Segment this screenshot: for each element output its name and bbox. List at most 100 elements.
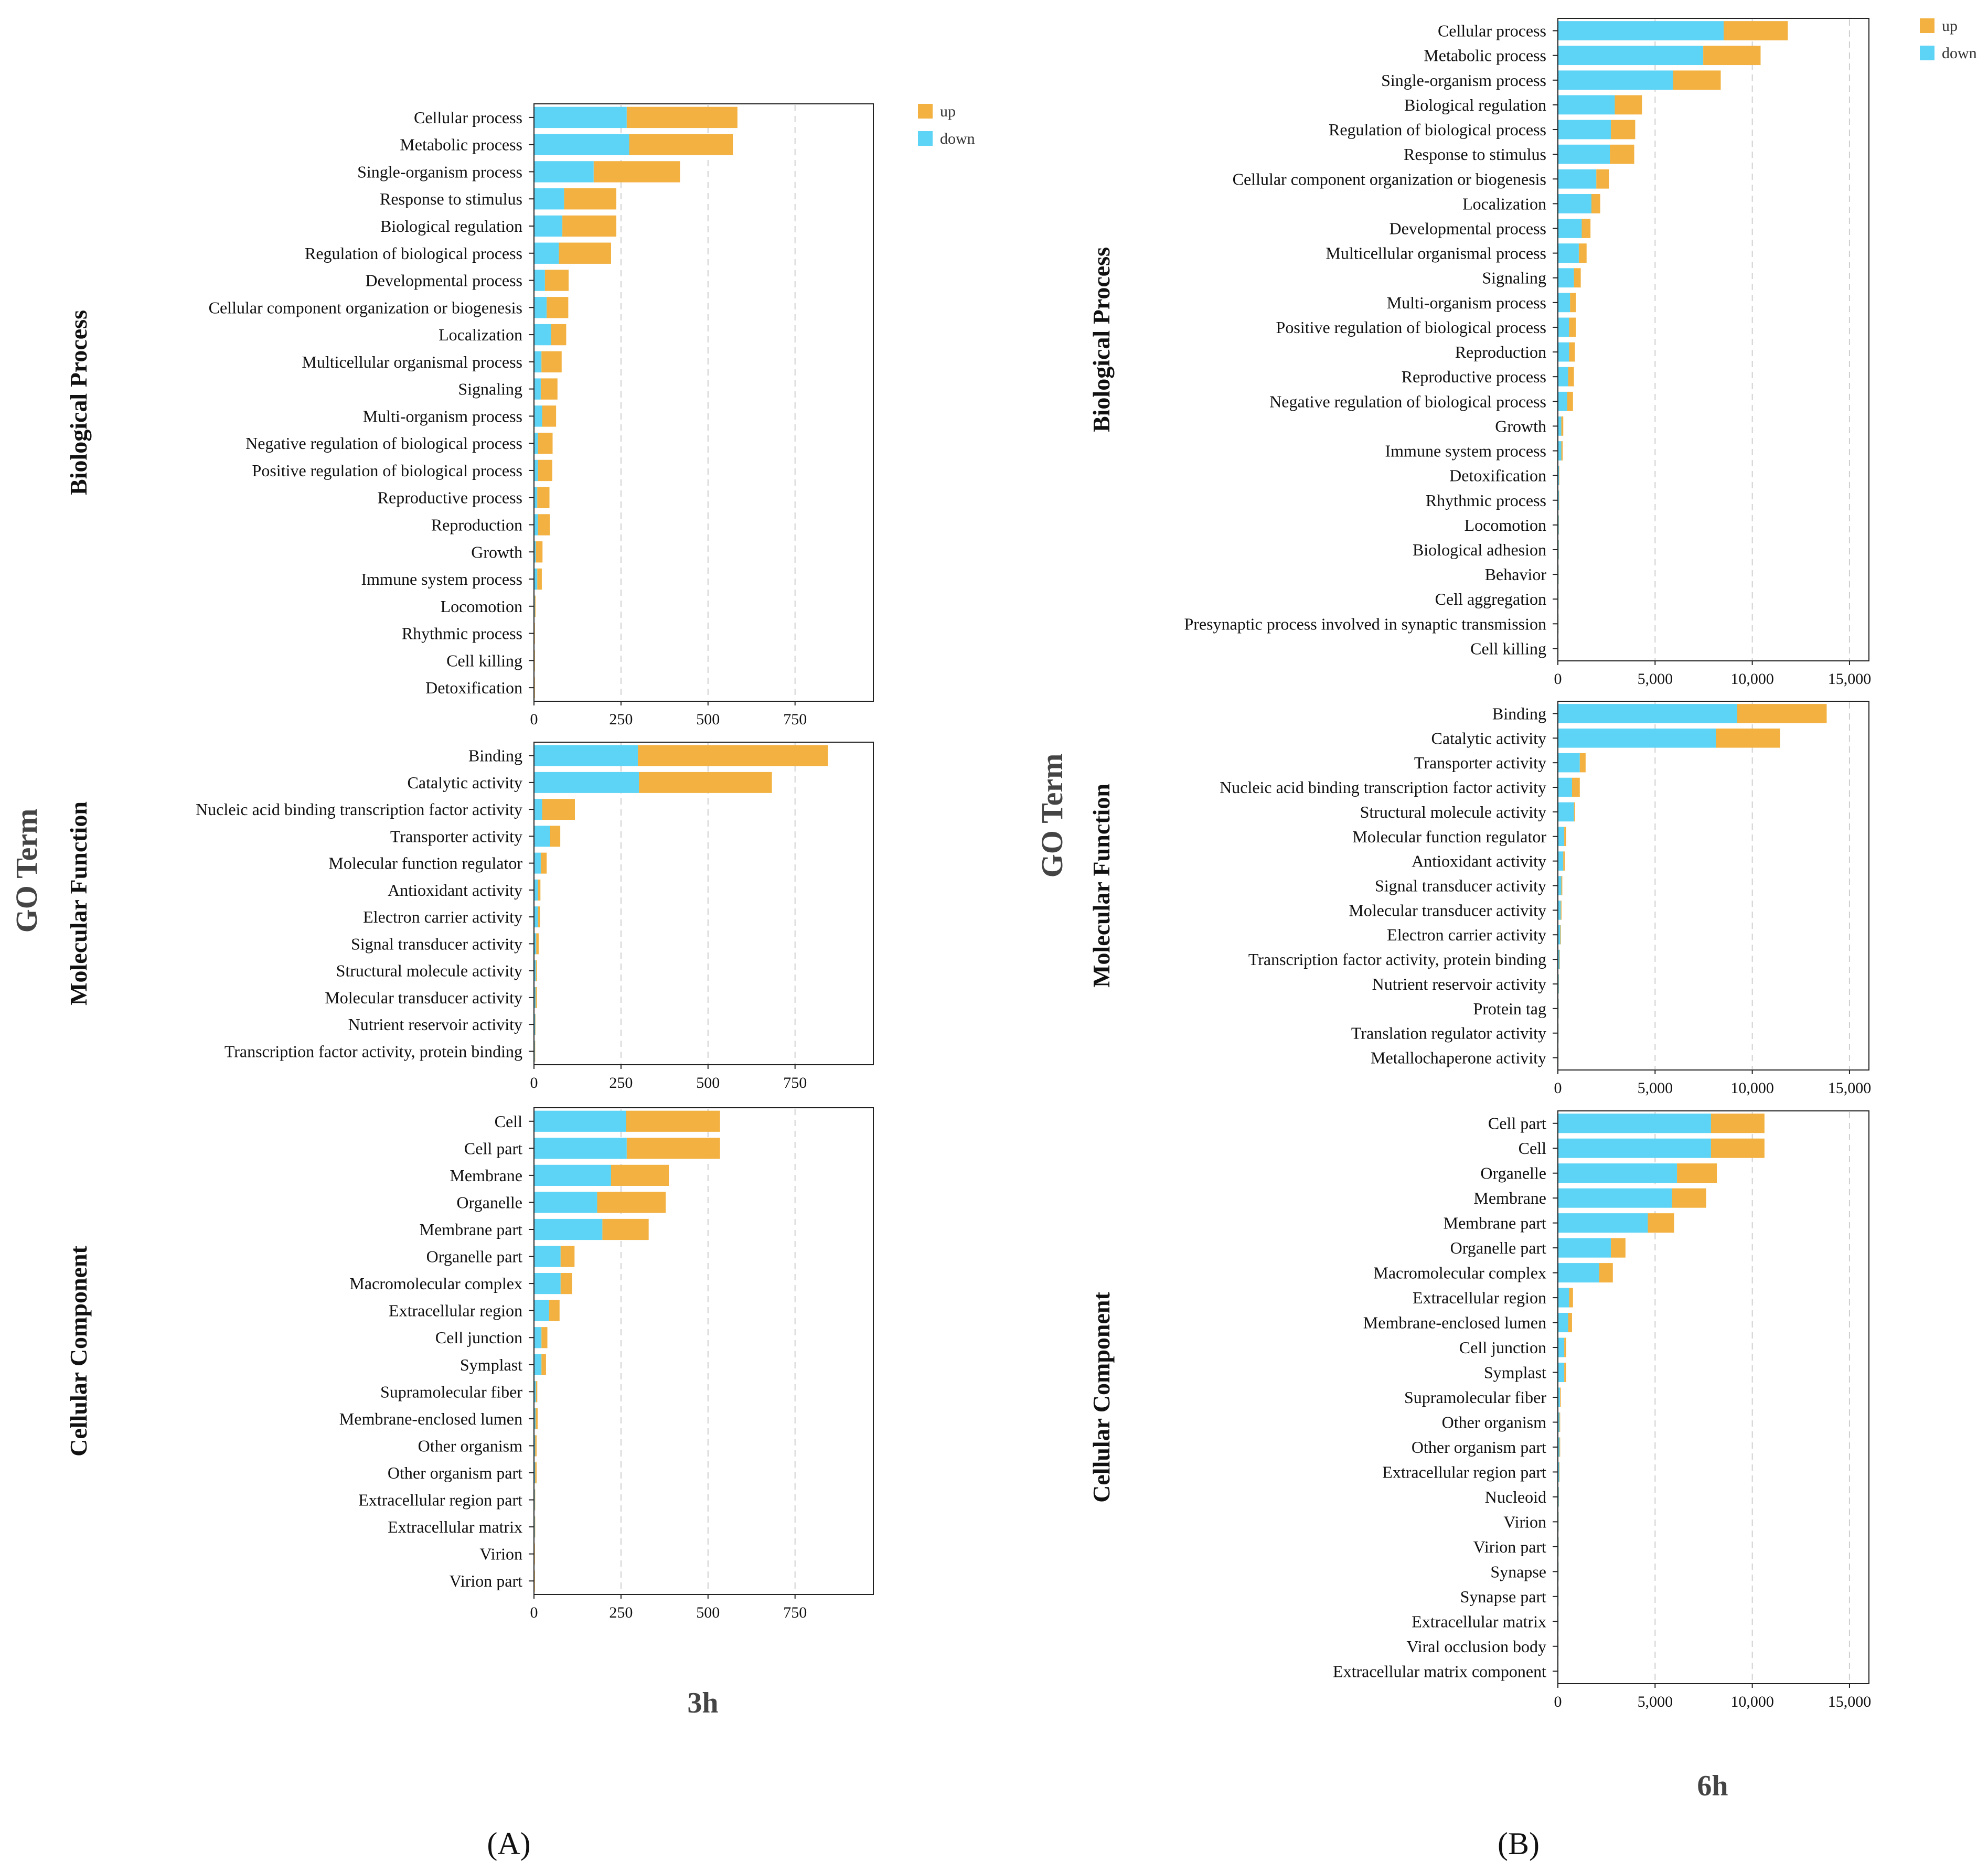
category-label: Developmental process — [366, 271, 522, 290]
bar-up — [540, 852, 547, 874]
bar-down — [535, 879, 538, 901]
legend: up down — [1920, 17, 1977, 62]
bar-down — [535, 134, 629, 155]
bar-down — [1558, 753, 1580, 773]
bar-down — [535, 378, 541, 400]
bar-down — [1558, 1313, 1568, 1333]
bar-up — [536, 541, 543, 563]
x-tick-label: 750 — [783, 711, 807, 728]
bar-up — [1703, 46, 1761, 66]
bar-down — [1558, 1238, 1611, 1258]
legend-label-down: down — [940, 130, 975, 147]
category-label: Cellular process — [414, 108, 522, 127]
category-label: Cell part — [1488, 1114, 1546, 1133]
category-label: Rhythmic process — [402, 624, 522, 643]
x-tick-label: 500 — [696, 1604, 720, 1621]
x-tick-label: 15,000 — [1828, 1079, 1872, 1097]
x-tick-label: 5,000 — [1638, 670, 1673, 688]
bar-down — [1558, 515, 1559, 535]
bar-up — [1611, 120, 1636, 140]
bar-up — [1568, 367, 1574, 387]
panel-letter: (B) — [1498, 1826, 1540, 1861]
bar-down — [1558, 1263, 1599, 1283]
category-label: Extracellular matrix — [388, 1517, 522, 1536]
bar-down — [535, 459, 538, 481]
category-label: Detoxification — [1449, 466, 1546, 485]
bar-down — [535, 852, 541, 874]
category-label: Response to stimulus — [380, 189, 522, 208]
section-molecular-function: 0 5,000 10,000 15,000 Molecular Function Bind… — [1088, 701, 1871, 1097]
category-label: Antioxidant activity — [388, 881, 522, 900]
category-label: Structural molecule activity — [1360, 802, 1546, 821]
category-label: Viral occlusion body — [1407, 1637, 1546, 1656]
bar-down — [535, 324, 551, 346]
bar-up — [551, 324, 567, 346]
bar-down — [535, 1246, 561, 1267]
go-term-axis-title: GO Term — [1035, 754, 1069, 878]
section-biological-process: 0 5,000 10,000 15,000 Biological Process Cell… — [1088, 18, 1871, 688]
bar-up — [538, 459, 552, 481]
category-label: Cell junction — [1459, 1338, 1546, 1357]
bar-up — [536, 960, 537, 981]
bar-down — [535, 1273, 561, 1294]
bar-down — [1558, 391, 1567, 411]
category-label: Antioxidant activity — [1412, 852, 1546, 871]
bar-down — [1558, 21, 1724, 40]
bar-down — [535, 405, 542, 427]
category-label: Negative regulation of biological proces… — [1269, 392, 1546, 411]
bar-up — [1564, 827, 1566, 847]
category-label: Cell killing — [446, 651, 522, 670]
category-label: Cellular process — [1438, 22, 1546, 40]
bar-up — [560, 1246, 575, 1267]
x-tick-label: 10,000 — [1730, 1079, 1774, 1097]
legend: up down — [918, 103, 975, 147]
category-label: Metabolic process — [1424, 46, 1546, 65]
bar-up — [562, 215, 616, 237]
bar-down — [535, 933, 537, 955]
bar-down — [1558, 1363, 1565, 1383]
bar-up — [538, 514, 550, 536]
legend-label-up: up — [1942, 17, 1958, 35]
bar-down — [535, 745, 638, 766]
bar-down — [1558, 974, 1559, 994]
bar-up — [538, 879, 541, 901]
bar-up — [1569, 1288, 1573, 1308]
bar-down — [1558, 144, 1610, 164]
bar-down — [1558, 851, 1564, 871]
category-label: Membrane — [450, 1166, 522, 1185]
bar-down — [535, 432, 538, 454]
bar-up — [535, 1435, 537, 1457]
category-label: Presynaptic process involved in synaptic… — [1184, 614, 1546, 633]
category-label: Cell junction — [435, 1328, 522, 1347]
section-title: Cellular Component — [1088, 1291, 1115, 1502]
category-label: Positive regulation of biological proces… — [1276, 318, 1546, 337]
bar-up — [1574, 802, 1575, 822]
bar-up — [541, 351, 562, 373]
category-label: Localization — [439, 325, 522, 344]
category-label: Reproductive process — [1402, 367, 1546, 386]
bar-down — [535, 106, 627, 129]
bar-up — [626, 106, 738, 129]
category-label: Rhythmic process — [1426, 491, 1546, 510]
bar-up — [564, 188, 616, 210]
category-label: Negative regulation of biological proces… — [245, 434, 522, 453]
legend-swatch-down — [918, 131, 933, 146]
category-label: Metallochaperone activity — [1371, 1048, 1546, 1067]
category-label: Supramolecular fiber — [1404, 1388, 1546, 1407]
bar-down — [1558, 416, 1562, 436]
category-label: Other organism part — [1412, 1438, 1546, 1457]
bar-up — [1564, 1337, 1566, 1357]
section-title: Cellular Component — [65, 1245, 92, 1456]
bar-down — [1558, 1462, 1559, 1482]
panel-letter: (A) — [487, 1826, 530, 1861]
section-biological-process: 0 250 500 750 Biological Process Cellular pro… — [65, 103, 874, 728]
bar-up — [1677, 1163, 1717, 1183]
category-label: Biological regulation — [1404, 95, 1546, 114]
category-label: Membrane-enclosed lumen — [339, 1409, 522, 1428]
bar-up — [1615, 95, 1642, 115]
category-label: Cell — [1519, 1139, 1546, 1158]
section-cellular-component: 0 5,000 10,000 15,000 Cellular Component Cell… — [1088, 1110, 1871, 1710]
category-label: Membrane-enclosed lumen — [1363, 1313, 1546, 1332]
bar-down — [1558, 120, 1611, 140]
